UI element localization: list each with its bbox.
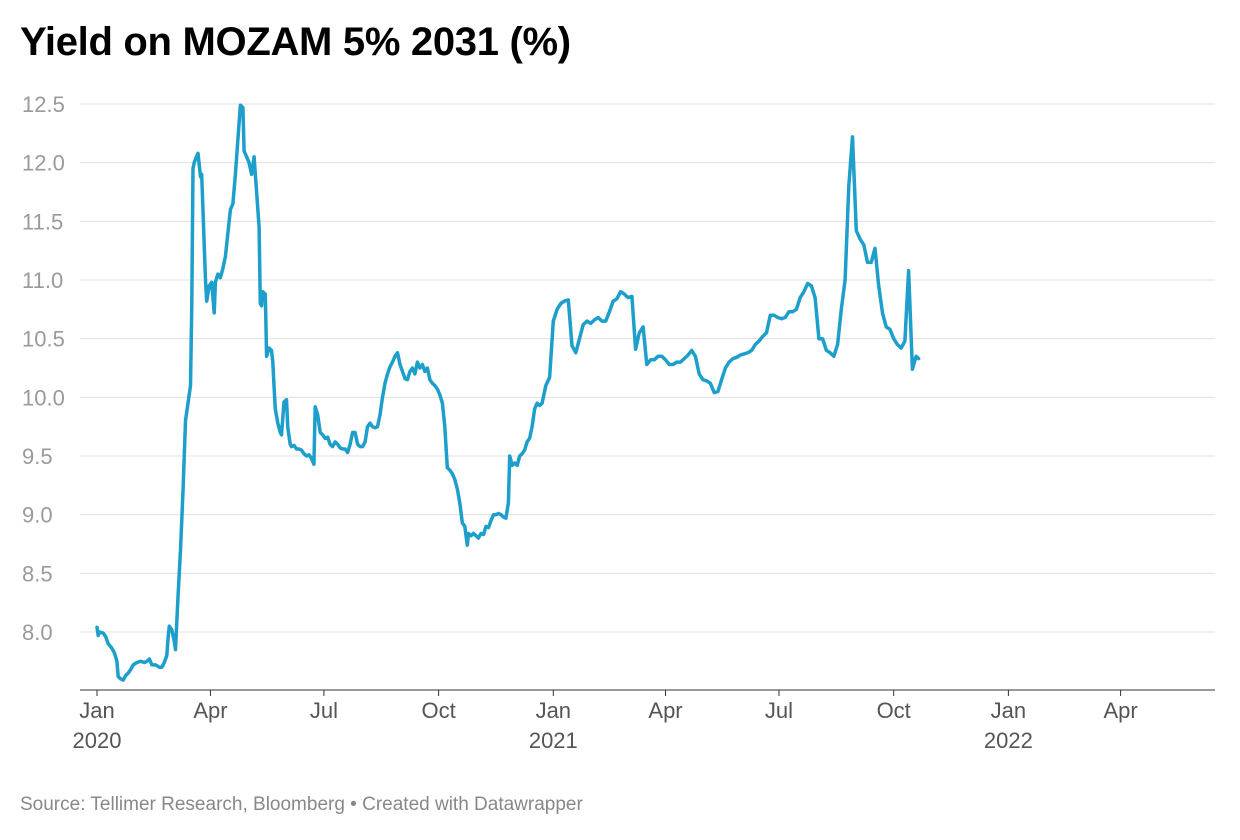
x-tick-label: Apr: [648, 698, 682, 723]
x-axis-ticks: Jan 2020 Apr Jul Oct Jan 2021 Apr Jul Oct Jan 2022 A…: [73, 690, 1138, 753]
x-tick-label: Oct: [877, 698, 911, 723]
x-tick-label: Jan: [991, 698, 1026, 723]
series-line: [95, 103, 921, 682]
x-tick-label: Jul: [310, 698, 338, 723]
x-tick-label: Jul: [765, 698, 793, 723]
y-tick-label: 8.0: [22, 620, 53, 645]
y-tick-label: 11.0: [22, 268, 63, 293]
series-group: [95, 103, 921, 682]
y-tick-label: 8.5: [22, 561, 53, 586]
y-tick-label: 10.5: [22, 327, 65, 352]
x-tick-year-label: 2021: [529, 728, 578, 753]
y-tick-label: 9.0: [22, 503, 53, 528]
y-tick-label: 12.0: [22, 151, 65, 176]
x-tick-year-label: 2020: [73, 728, 122, 753]
y-tick-label: 11.5: [22, 209, 63, 234]
x-tick-label: Oct: [421, 698, 455, 723]
x-tick-label: Apr: [1103, 698, 1137, 723]
y-tick-label: 10.0: [22, 385, 65, 410]
source-credit: Source: Tellimer Research, Bloomberg • C…: [20, 794, 583, 815]
y-axis-ticks: 8.0 8.5 9.0 9.5 10.0 10.5 11.0 11.5 12.0 12.5: [22, 92, 65, 645]
gridlines: [80, 103, 1215, 633]
x-tick-label: Apr: [193, 698, 227, 723]
x-tick-label: Jan: [536, 698, 571, 723]
y-tick-label: 9.5: [22, 444, 53, 469]
chart-title: Yield on MOZAM 5% 2031 (%): [20, 20, 571, 64]
y-tick-label: 12.5: [22, 92, 65, 117]
x-tick-label: Jan: [79, 698, 114, 723]
x-tick-year-label: 2022: [984, 728, 1033, 753]
line-chart: 8.0 8.5 9.0 9.5 10.0 10.5 11.0 11.5 12.0 12.5 Jan…: [22, 92, 1215, 753]
